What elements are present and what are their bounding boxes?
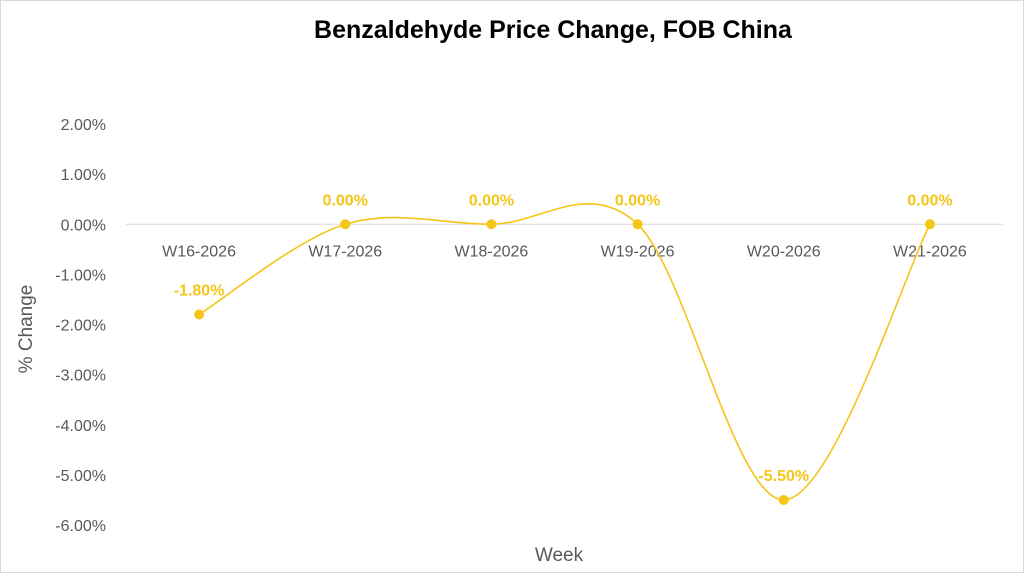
data-label: 0.00% bbox=[615, 192, 660, 209]
y-axis-title: % Change bbox=[16, 285, 37, 374]
x-tick-label: W20-2026 bbox=[747, 243, 821, 260]
data-point bbox=[778, 494, 789, 505]
data-points bbox=[194, 219, 935, 505]
data-point bbox=[340, 219, 351, 230]
y-tick-label: -2.00% bbox=[55, 318, 106, 335]
data-point bbox=[486, 219, 497, 230]
data-labels: -1.80% 0.00% 0.00% 0.00% -5.50% 0.00% bbox=[174, 192, 953, 485]
chart-title: Benzaldehyde Price Change, FOB China bbox=[314, 16, 793, 44]
y-tick-label: -4.00% bbox=[55, 418, 106, 435]
y-tick-label: 0.00% bbox=[61, 217, 106, 234]
data-point bbox=[632, 219, 643, 230]
y-tick-label: -5.00% bbox=[55, 468, 106, 485]
x-tick-label: W21-2026 bbox=[893, 243, 967, 260]
data-point bbox=[924, 219, 935, 230]
x-tick-label: W18-2026 bbox=[455, 243, 529, 260]
data-label: -5.50% bbox=[758, 468, 809, 485]
y-tick-label: -3.00% bbox=[55, 368, 106, 385]
x-axis-title: Week bbox=[535, 545, 584, 566]
y-tick-label: 1.00% bbox=[61, 167, 106, 184]
x-axis-tick-labels: W16-2026 W17-2026 W18-2026 W19-2026 W20-2026… bbox=[162, 243, 967, 260]
data-label: -1.80% bbox=[174, 282, 225, 299]
x-tick-label: W16-2026 bbox=[162, 243, 236, 260]
x-tick-label: W19-2026 bbox=[601, 243, 675, 260]
y-tick-label: -6.00% bbox=[55, 518, 106, 535]
y-tick-label: -1.00% bbox=[55, 267, 106, 284]
x-tick-label: W17-2026 bbox=[308, 243, 382, 260]
y-tick-label: 2.00% bbox=[61, 117, 106, 134]
data-point bbox=[194, 309, 205, 320]
y-axis-tick-labels: 2.00% 1.00% 0.00% -1.00% -2.00% -3.00% -4.00% -… bbox=[55, 117, 106, 535]
data-label: 0.00% bbox=[469, 192, 514, 209]
data-label: 0.00% bbox=[907, 192, 952, 209]
data-label: 0.00% bbox=[323, 192, 368, 209]
